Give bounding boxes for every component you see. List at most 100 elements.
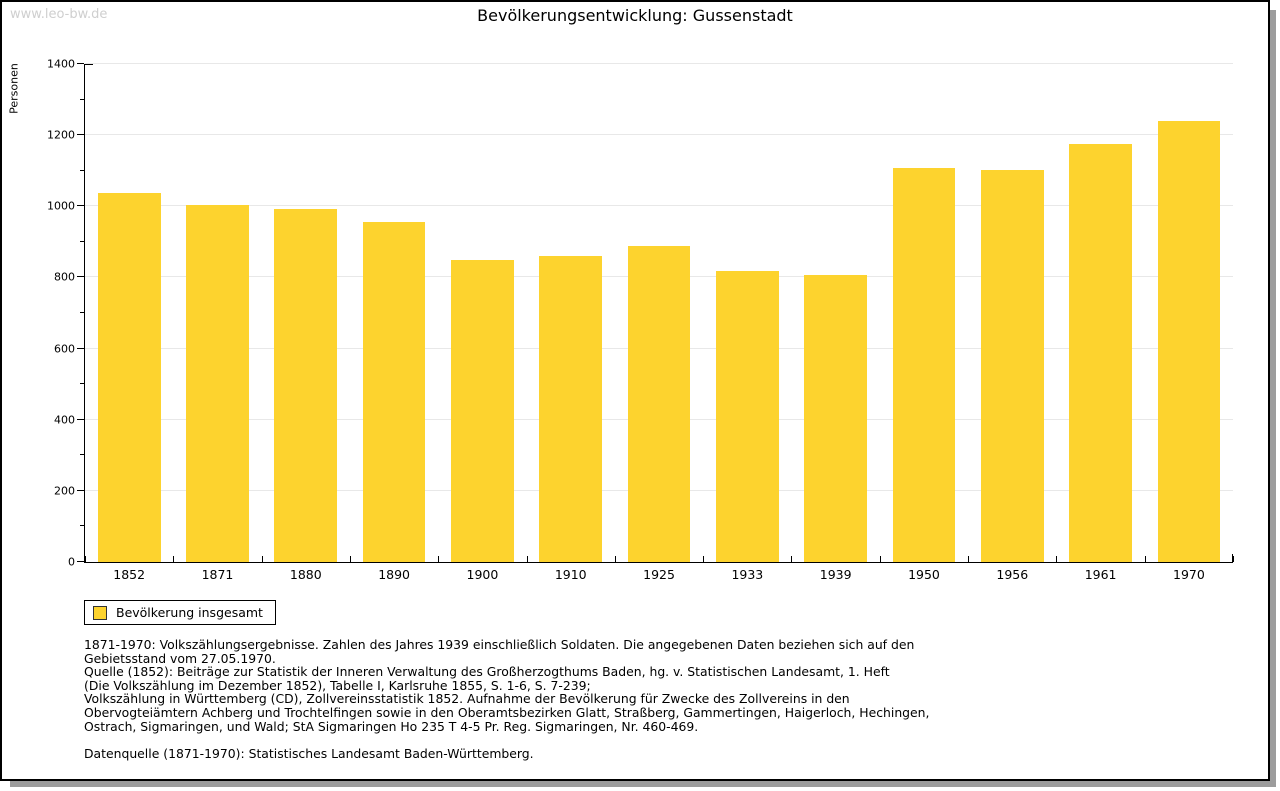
y-major-tick — [77, 134, 84, 136]
bar-slot — [968, 64, 1056, 562]
bar-slot — [792, 64, 880, 562]
gridline — [85, 205, 1233, 207]
y-minor-tick — [80, 169, 84, 171]
bar-1961 — [1069, 143, 1132, 562]
legend-label: Bevölkerung insgesamt — [116, 605, 263, 620]
bar-1950 — [892, 167, 956, 562]
legend-swatch-icon — [93, 605, 107, 620]
bar-1890 — [362, 221, 426, 562]
footnote-line: (Die Volkszählung im Dezember 1852), Tab… — [84, 677, 591, 693]
y-tick-label: 400 — [54, 413, 75, 427]
x-tick-label: 1871 — [201, 567, 234, 582]
footnote-line: 1871-1970: Volkszählungsergebnisse. Zahl… — [84, 637, 915, 652]
y-major-tick — [77, 561, 84, 562]
bar-slot — [615, 64, 703, 562]
y-tick-label: 800 — [54, 270, 75, 284]
bar-1852 — [97, 192, 161, 562]
bar-1910 — [539, 255, 603, 562]
plot-area: 0 200 400 600 800 1000 1200 1400 1852 1871 1880 18… — [47, 58, 1234, 582]
y-major-tick — [77, 418, 84, 420]
x-category-tick — [438, 556, 440, 562]
bar-1956 — [980, 169, 1044, 562]
x-tick-label: 1933 — [731, 567, 764, 582]
x-category-tick — [1056, 556, 1058, 562]
x-category-tick — [968, 556, 970, 562]
x-category-tick — [173, 556, 175, 562]
gridline — [85, 134, 1233, 136]
bar-slot — [1056, 64, 1144, 562]
x-tick-label: 1890 — [378, 567, 410, 582]
footnote-line: Quelle (1852): Beiträge zur Statistik de… — [84, 664, 890, 680]
footnote-line: Volkszählung in Württemberg (CD), Zollve… — [84, 691, 850, 707]
y-tick-label: 200 — [54, 484, 75, 498]
bar-1880 — [274, 209, 338, 562]
bar-slot — [1145, 64, 1233, 562]
x-category-tick — [349, 556, 351, 562]
watermark: www.leo-bw.de — [10, 7, 108, 22]
bar-slot — [85, 64, 173, 562]
x-category-tick — [1233, 556, 1234, 562]
x-tick-label: 1925 — [643, 567, 675, 582]
legend: Bevölkerung insgesamt — [84, 600, 276, 625]
bar-slot — [527, 64, 615, 562]
x-tick-label: 1956 — [996, 567, 1029, 582]
y-axis-label: Personen — [7, 63, 21, 114]
bar-1871 — [186, 204, 249, 562]
x-tick-label: 1880 — [289, 567, 322, 582]
x-category-tick — [261, 556, 263, 562]
chart-frame: www.leo-bw.de Bevölkerungsentwicklung: G… — [0, 0, 1270, 781]
y-minor-tick — [80, 383, 84, 385]
x-category-tick — [1144, 556, 1146, 562]
y-minor-tick — [80, 240, 84, 242]
y-major-tick — [77, 347, 84, 349]
x-category-tick — [85, 556, 86, 562]
footnote-line: Gebietsstand vom 27.05.1970. — [84, 650, 276, 666]
bar-1970 — [1157, 120, 1221, 562]
x-tick-label: 1900 — [466, 567, 499, 582]
x-tick-label: 1970 — [1173, 567, 1205, 582]
footnotes: 1871-1970: Volkszählungsergebnisse. Zahl… — [84, 638, 929, 761]
bar-1900 — [451, 259, 514, 562]
x-tick-label: 1852 — [113, 567, 146, 582]
footnote-line: Ostrach, Sigmaringen, und Wald; StA Sigm… — [84, 718, 699, 734]
x-tick-label: 1961 — [1084, 567, 1117, 582]
x-tick-label: 1910 — [554, 567, 587, 582]
y-minor-tick — [80, 525, 84, 527]
bar-1925 — [627, 246, 691, 562]
y-tick-label: 1000 — [47, 199, 75, 213]
bar-slot — [350, 64, 438, 562]
y-minor-tick — [80, 98, 84, 100]
bar-slot — [173, 64, 261, 562]
bar-1939 — [804, 274, 867, 562]
chart-title: Bevölkerungsentwicklung: Gussenstadt — [477, 6, 793, 25]
y-tick-label: 1200 — [47, 128, 75, 142]
x-category-tick — [614, 556, 616, 562]
y-tick-label: 0 — [68, 555, 75, 569]
gridline — [85, 63, 1233, 64]
x-tick-label: 1950 — [908, 567, 940, 582]
y-major-tick — [77, 276, 84, 278]
y-tick-label: 600 — [54, 342, 75, 356]
x-category-tick — [879, 556, 881, 562]
x-category-tick — [703, 556, 705, 562]
footnote-line: Obervogteiämtern Achberg und Trochtelfin… — [84, 704, 930, 720]
y-axis-endcap — [85, 64, 93, 65]
x-category-tick — [526, 556, 528, 562]
x-axis-endcap — [1232, 554, 1233, 562]
x-axis-labels: 1852 1871 1880 1890 1900 1910 1925 1933 1939 1950… — [85, 567, 1233, 582]
datasource-line: Datenquelle (1871-1970): Statistisches L… — [84, 746, 534, 762]
bar-slot — [262, 64, 350, 562]
bar-1933 — [716, 271, 779, 562]
x-tick-label: 1939 — [819, 567, 852, 582]
y-major-tick — [77, 489, 84, 491]
bar-slot — [703, 64, 791, 562]
y-major-tick — [77, 205, 84, 207]
y-major-tick — [77, 63, 84, 64]
bar-slot — [880, 64, 968, 562]
y-tick-label: 1400 — [47, 57, 75, 71]
y-minor-tick — [80, 312, 84, 313]
bar-slot — [438, 64, 526, 562]
x-category-tick — [791, 556, 793, 562]
bar-series — [85, 64, 1233, 562]
y-minor-tick — [80, 454, 84, 456]
